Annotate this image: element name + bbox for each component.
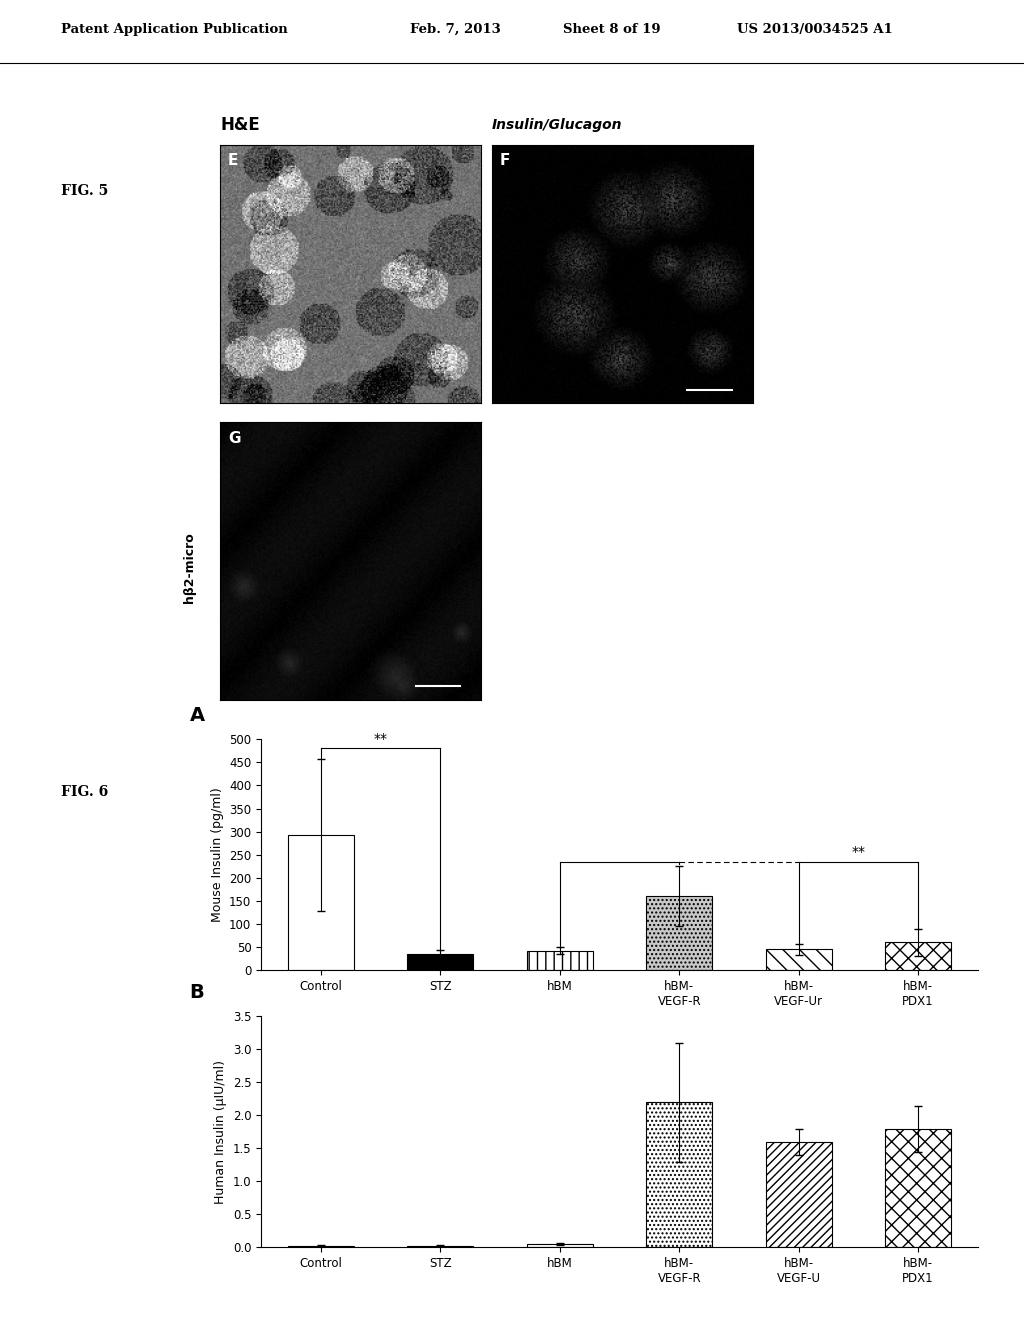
Text: Feb. 7, 2013: Feb. 7, 2013 — [410, 24, 501, 36]
Text: **: ** — [374, 733, 388, 746]
Text: F: F — [500, 153, 510, 168]
Bar — [527, 950, 593, 970]
Bar — [527, 1243, 593, 1247]
Bar — [408, 954, 473, 970]
Text: A: A — [189, 706, 205, 725]
Text: G: G — [228, 430, 241, 446]
Y-axis label: Human Insulin (μIU/ml): Human Insulin (μIU/ml) — [214, 1060, 227, 1204]
Bar — [886, 1129, 951, 1247]
Bar — [646, 1102, 712, 1247]
Text: Insulin/Glucagon: Insulin/Glucagon — [492, 119, 622, 132]
Bar — [646, 896, 712, 970]
Bar — [766, 949, 831, 970]
Bar — [886, 942, 951, 970]
Text: Patent Application Publication: Patent Application Publication — [61, 24, 288, 36]
Text: Sheet 8 of 19: Sheet 8 of 19 — [563, 24, 660, 36]
Text: E: E — [228, 153, 239, 168]
Text: H&E: H&E — [220, 116, 260, 135]
Text: FIG. 5: FIG. 5 — [61, 185, 109, 198]
Bar — [766, 1142, 831, 1247]
Bar — [288, 1246, 353, 1247]
Text: **: ** — [851, 845, 865, 859]
Bar — [408, 1246, 473, 1247]
Text: FIG. 6: FIG. 6 — [61, 785, 109, 799]
Bar — [288, 834, 353, 970]
Text: B: B — [189, 983, 204, 1002]
Y-axis label: Mouse Insulin (pg/ml): Mouse Insulin (pg/ml) — [211, 787, 223, 923]
Text: US 2013/0034525 A1: US 2013/0034525 A1 — [737, 24, 893, 36]
Text: hβ2-micro: hβ2-micro — [183, 532, 196, 603]
